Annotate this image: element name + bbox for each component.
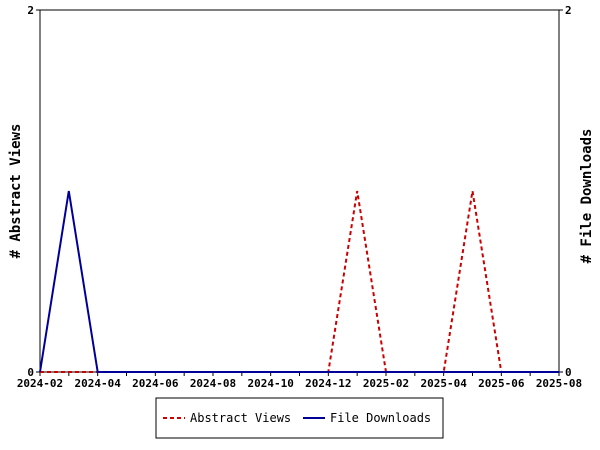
- x-tick-label: 2024-04: [74, 377, 121, 390]
- y-right-tick-label: 2: [565, 4, 572, 17]
- y-right-tick-label: 0: [565, 366, 572, 379]
- x-tick-label: 2025-08: [536, 377, 582, 390]
- legend: Abstract Views File Downloads: [155, 397, 444, 439]
- x-tick-label: 2024-12: [305, 377, 351, 390]
- x-tick-label: 2024-10: [247, 377, 293, 390]
- x-axis-ticks: 2024-02 2024-04 2024-06 2024-08 2024-10 2024-…: [17, 372, 582, 390]
- x-tick-label: 2024-06: [132, 377, 179, 390]
- y-axis-left-label: # Abstract Views: [8, 124, 24, 259]
- legend-label-file-downloads: File Downloads: [330, 411, 431, 425]
- x-tick-label: 2024-08: [190, 377, 236, 390]
- series-line-abstract-views: [40, 190, 559, 373]
- y-axis-ticks: 0 2 0 2: [27, 4, 571, 379]
- x-tick-label: 2025-02: [363, 377, 409, 390]
- series-line-file-downloads: [39, 190, 559, 373]
- y-left-tick-label: 0: [27, 366, 34, 379]
- plot-frame: [39, 9, 560, 373]
- y-left-tick-label: 2: [27, 4, 34, 17]
- legend-label-abstract-views: Abstract Views: [190, 411, 291, 425]
- series-layer: [39, 190, 559, 373]
- x-tick-label: 2025-06: [478, 377, 525, 390]
- x-tick-label: 2025-04: [420, 377, 467, 390]
- legend-box: [155, 397, 444, 439]
- x-tick-label: 2024-02: [17, 377, 63, 390]
- y-axis-right-label: # File Downloads: [579, 129, 595, 264]
